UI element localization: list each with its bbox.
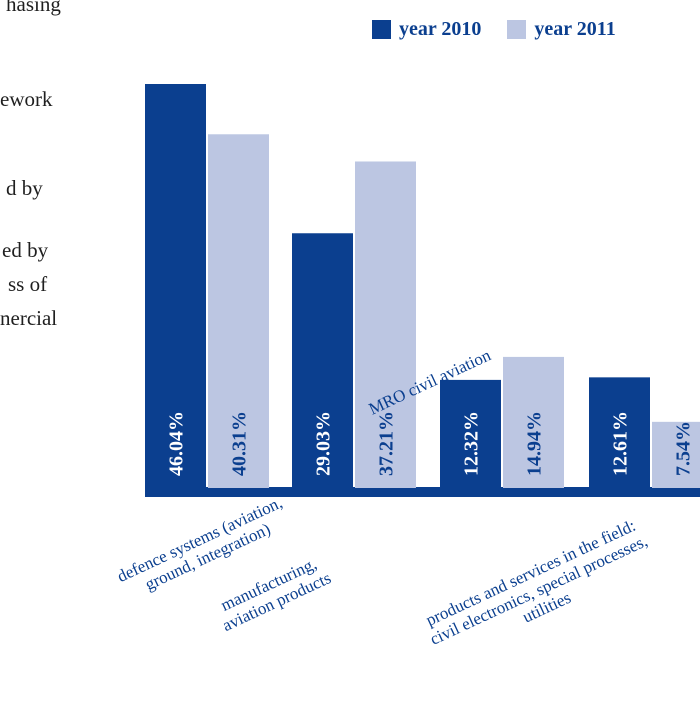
legend-item-2011: year 2011 [507, 18, 616, 41]
legend-swatch-2010 [372, 20, 391, 39]
category-label-line: civil electronics, special processes, [427, 531, 650, 649]
bar-year-2010-2 [292, 233, 353, 488]
bar-year-2011-4 [652, 421, 700, 488]
bar-year-2011-3 [503, 356, 564, 488]
chart-legend: year 2010 year 2011 [372, 18, 642, 41]
x-axis-baseline [145, 487, 700, 497]
body-text-fragment: hasing [6, 0, 61, 16]
category-label-4: products and services in the field:civil… [423, 516, 650, 649]
data-label: 7.54% [673, 421, 695, 476]
bar-year-2011-1 [208, 134, 269, 488]
bar-year-2010-1 [145, 84, 206, 488]
data-label: 12.32% [461, 411, 483, 476]
data-label: 12.61% [610, 411, 632, 476]
body-text-fragment: nercial [0, 306, 58, 330]
data-label: 29.03% [313, 411, 335, 476]
data-label: 40.31% [229, 411, 251, 476]
category-label-2: manufacturing,aviation products [218, 554, 334, 635]
legend-label-2010: year 2010 [399, 18, 482, 40]
bar-year-2011-2 [355, 161, 416, 488]
body-text-fragment: ss of [8, 272, 48, 296]
data-label: 14.94% [524, 411, 546, 476]
data-label: 46.04% [166, 411, 188, 476]
body-text-fragment: d by [6, 176, 43, 200]
body-text-fragment: ework [0, 87, 53, 111]
legend-item-2010: year 2010 [372, 18, 481, 41]
body-text-fragment: ed by [2, 238, 49, 262]
data-label: 37.21% [376, 411, 398, 476]
legend-swatch-2011 [507, 20, 527, 39]
bar-year-2010-3 [440, 379, 501, 488]
bar-year-2010-4 [589, 377, 650, 488]
legend-label-2011: year 2011 [534, 18, 616, 40]
